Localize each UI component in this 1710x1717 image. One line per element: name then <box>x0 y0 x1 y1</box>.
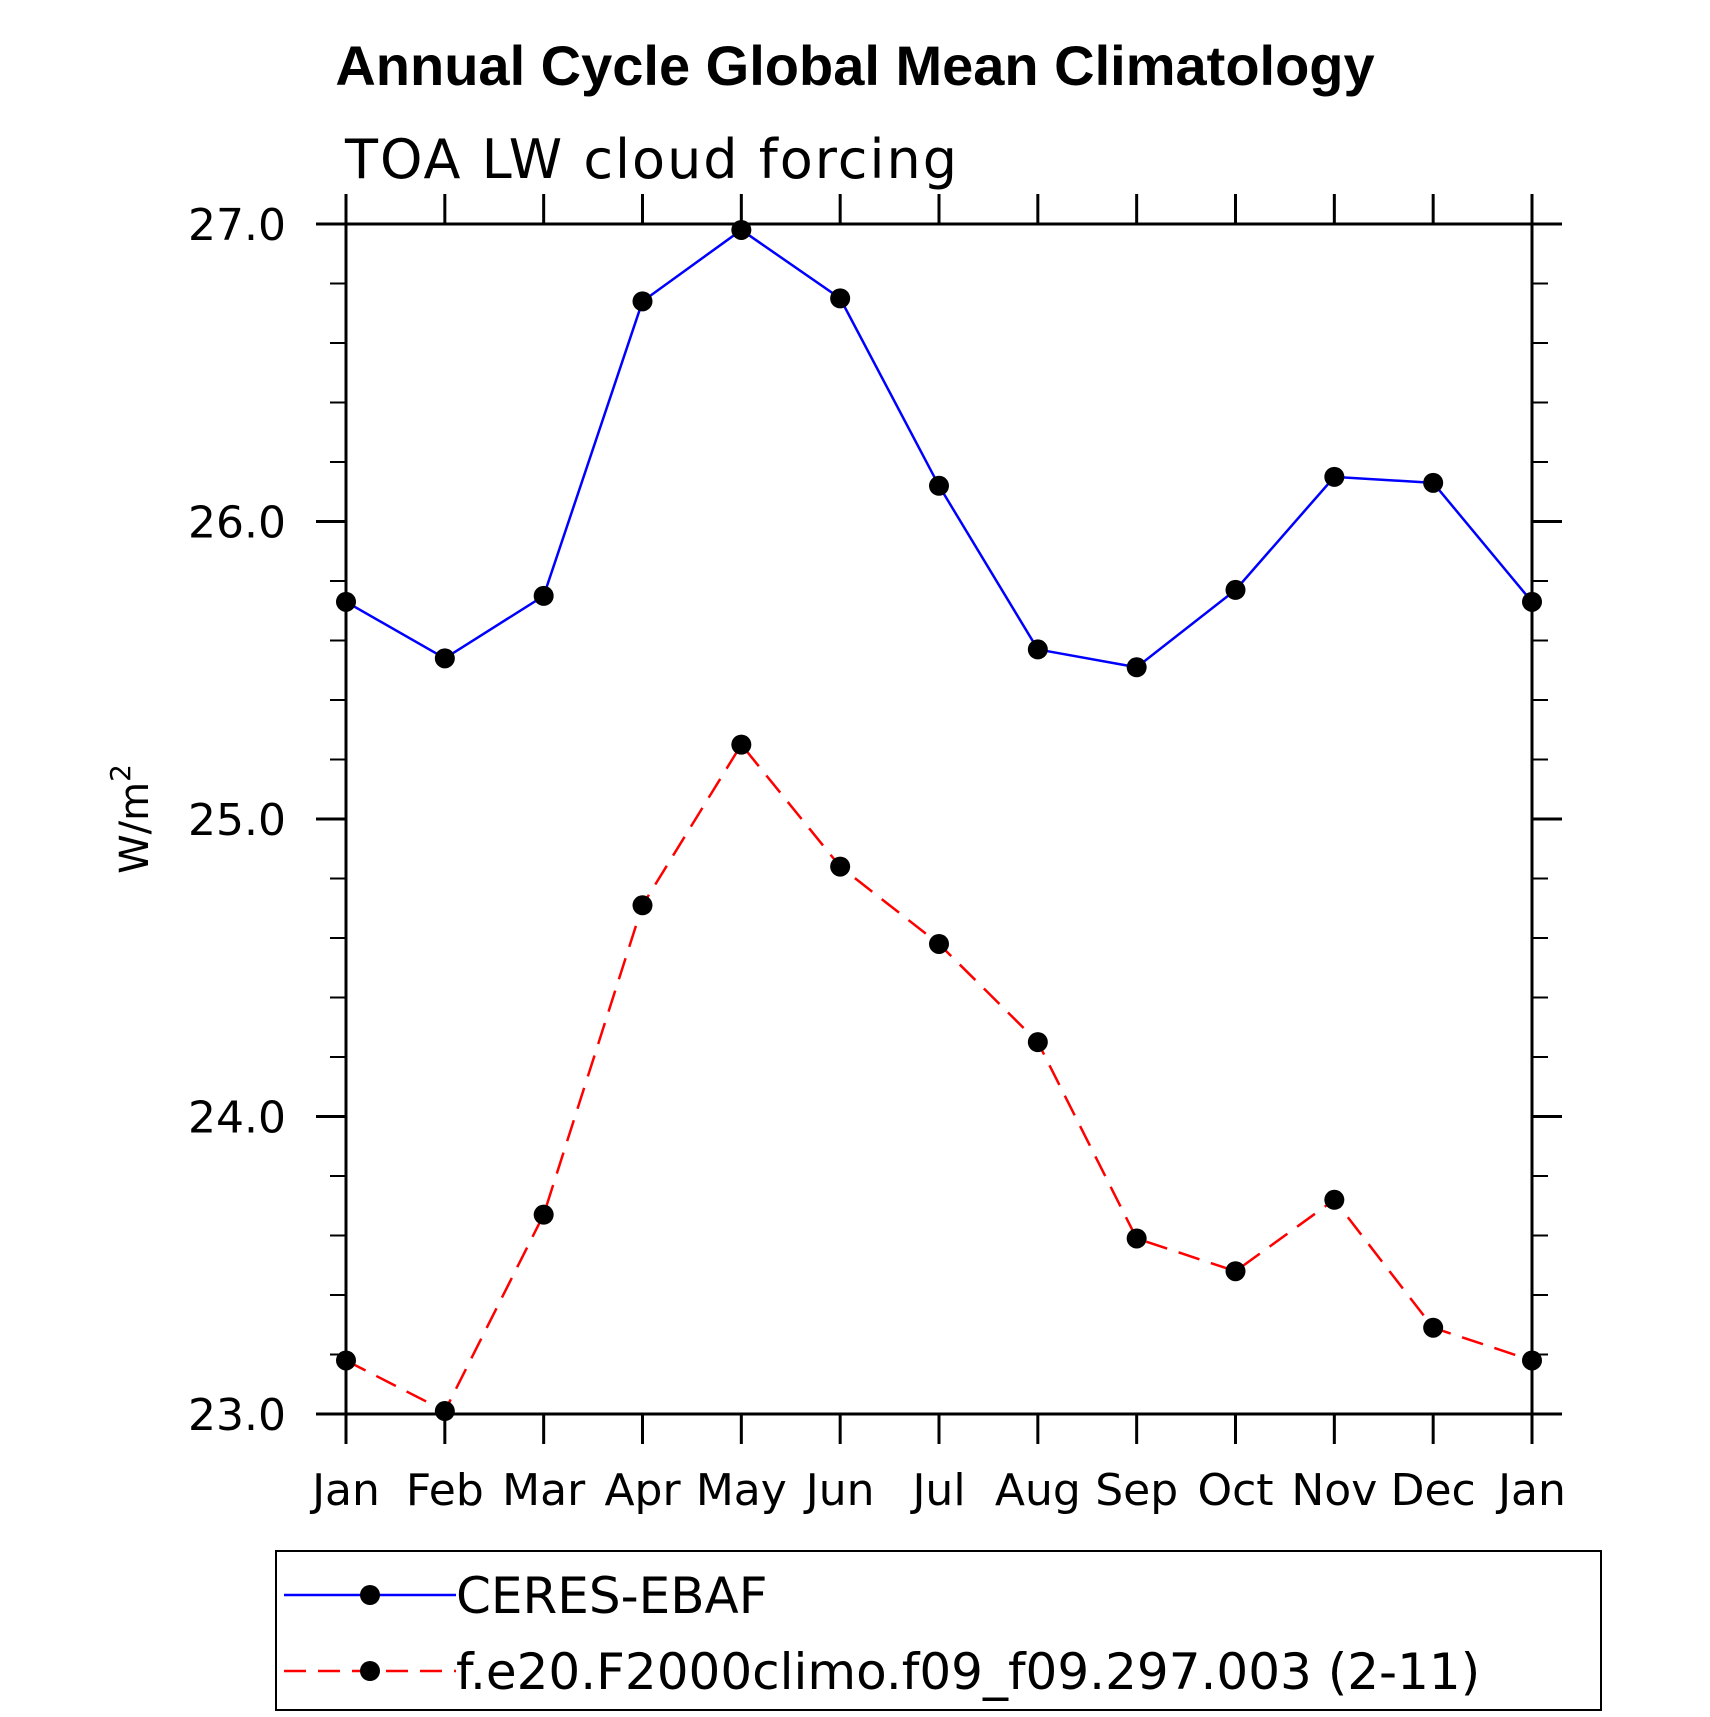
x-tick-label: Aug <box>995 1465 1081 1516</box>
series-1-point-6 <box>929 933 949 954</box>
series-1-point-0 <box>336 1350 356 1371</box>
y-axis-label-superscript: 2 <box>104 764 137 782</box>
x-tick-label: Feb <box>406 1465 484 1516</box>
legend-label-0: CERES-EBAF <box>456 1567 767 1625</box>
y-tick-label: 27.0 <box>188 200 286 251</box>
series-0-point-11 <box>1423 472 1444 493</box>
series-1-point-12 <box>1522 1350 1542 1371</box>
series-0-point-7 <box>1027 639 1048 660</box>
series-0-point-6 <box>929 475 949 496</box>
series-1-point-1 <box>434 1401 455 1422</box>
series-0-point-1 <box>434 648 455 669</box>
x-tick-label: Jun <box>803 1465 875 1516</box>
y-axis-label: W/m2 <box>104 764 158 874</box>
series-1-point-5 <box>830 856 851 877</box>
series-1-point-11 <box>1423 1317 1444 1338</box>
y-tick-label: 23.0 <box>188 1390 286 1441</box>
axes: 23.0 24.0 25.0 26.0 27.0 Jan Feb Mar Apr May Jun Ju… <box>104 194 1566 1516</box>
plot-series <box>336 219 1542 1422</box>
y-tick-label: 26.0 <box>188 498 286 549</box>
chart-subtitle: TOA LW cloud forcing <box>344 128 959 191</box>
x-tick-label: Sep <box>1095 1465 1178 1516</box>
legend-marker-0 <box>360 1585 380 1605</box>
series-1-point-10 <box>1324 1189 1345 1210</box>
x-tick-label: Dec <box>1391 1465 1476 1516</box>
legend-label-1: f.e20.F2000climo.f09_f09.297.003 (2-11) <box>456 1643 1480 1701</box>
y-tick-label: 25.0 <box>188 795 286 846</box>
series-line-0 <box>345 228 1533 669</box>
series-0-point-0 <box>336 591 356 612</box>
series-1-point-2 <box>533 1204 554 1225</box>
x-tick-label: Mar <box>502 1465 586 1516</box>
series-1-point-9 <box>1225 1261 1246 1282</box>
x-tick-label: Jan <box>309 1465 380 1516</box>
series-line-1 <box>345 742 1533 1413</box>
series-1-point-3 <box>632 895 653 916</box>
series-0-point-4 <box>731 219 752 240</box>
series-0-point-2 <box>533 585 554 606</box>
y-axis-label-text: W/m <box>112 782 158 874</box>
series-1-point-7 <box>1027 1032 1048 1053</box>
legend-marker-1 <box>360 1661 380 1681</box>
plot-frame <box>344 222 1534 1416</box>
legend-box <box>275 1550 1602 1711</box>
series-0-point-10 <box>1324 466 1345 487</box>
series-0-point-12 <box>1522 591 1542 612</box>
series-1-point-8 <box>1126 1228 1147 1249</box>
series-0-point-3 <box>632 291 653 312</box>
chart-title: Annual Cycle Global Mean Climatology <box>335 34 1374 97</box>
series-0-point-8 <box>1126 657 1147 678</box>
x-tick-label: Jan <box>1495 1465 1566 1516</box>
series-1-point-4 <box>731 734 752 755</box>
series-0-point-5 <box>830 288 851 309</box>
x-tick-label: Apr <box>604 1465 681 1516</box>
x-tick-label: May <box>696 1465 787 1516</box>
legend: CERES-EBAF f.e20.F2000climo.f09_f09.297.0… <box>275 1550 1602 1711</box>
y-tick-label: 24.0 <box>188 1093 286 1144</box>
x-tick-label: Nov <box>1291 1465 1377 1516</box>
x-tick-label: Jul <box>909 1465 965 1516</box>
series-0-point-9 <box>1225 579 1246 600</box>
x-tick-label: Oct <box>1197 1465 1273 1516</box>
